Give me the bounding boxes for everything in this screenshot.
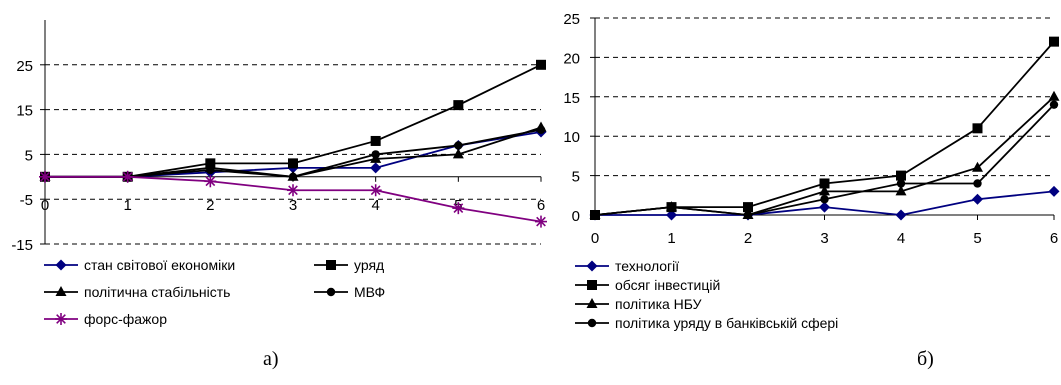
- chart-left: -15-5515250123456стан світової економіки…: [11, 20, 547, 327]
- data-point-left-4: [535, 215, 547, 228]
- legend-label-left-4: форс-фажор: [84, 311, 167, 327]
- legend-label-left-2: політична стабільність: [84, 284, 230, 300]
- x-tick-label-right: 3: [820, 230, 828, 247]
- data-point-right-3: [667, 202, 676, 212]
- y-tick-label-left: 15: [16, 103, 33, 120]
- data-point-left-4: [39, 170, 51, 183]
- chart-right: 0 5 10 15 20 25 0 1 2 3 4 5 6 технології обсяг інвести…: [563, 11, 1060, 331]
- data-point-left-4: [452, 202, 465, 215]
- legend-marker-left-2: [55, 286, 67, 296]
- data-point-left-0: [370, 162, 382, 174]
- legend-marker-right-0: [586, 260, 598, 272]
- data-point-right-2: [972, 161, 983, 172]
- y-tick-label-right: 0: [572, 208, 580, 225]
- caption-left: а): [263, 348, 279, 370]
- data-point-right-0: [895, 209, 907, 221]
- caption-right: б): [917, 348, 934, 370]
- data-point-right-2: [819, 185, 830, 196]
- y-tick-label-right: 15: [563, 90, 580, 107]
- x-tick-label-left: 2: [206, 197, 214, 214]
- data-point-left-3: [536, 125, 546, 134]
- data-point-right-1: [743, 202, 753, 213]
- data-point-left-4: [369, 184, 382, 197]
- legend-label-left-1: уряд: [354, 257, 384, 273]
- x-tick-label-left: 1: [123, 197, 131, 214]
- legend-label-right-0: технології: [615, 258, 679, 274]
- y-tick-label-right: 10: [563, 129, 580, 146]
- data-point-right-1: [896, 170, 906, 181]
- data-point-left-3: [371, 150, 380, 159]
- y-tick-label-right: 25: [563, 11, 580, 28]
- data-point-left-4: [121, 170, 134, 183]
- data-point-right-2: [1048, 90, 1060, 101]
- data-point-left-3: [454, 141, 463, 150]
- data-point-right-0: [666, 209, 677, 221]
- legend-marker-left-3: [326, 287, 336, 297]
- x-tick-label-right: 2: [744, 230, 752, 247]
- data-point-right-3: [820, 195, 829, 204]
- y-tick-label-right: 20: [563, 50, 580, 67]
- y-tick-label-left: -15: [11, 237, 33, 254]
- y-tick-label-left: 5: [25, 147, 33, 164]
- legend-label-right-1: обсяг інвестицій: [615, 277, 720, 293]
- legend-label-right-2: політика НБУ: [615, 296, 702, 312]
- x-tick-label-right: 4: [897, 230, 905, 247]
- data-point-left-3: [288, 172, 298, 181]
- x-tick-label-left: 3: [289, 197, 297, 214]
- data-point-right-0: [819, 201, 830, 213]
- data-point-right-1: [972, 123, 983, 134]
- data-point-right-1: [1049, 36, 1059, 47]
- y-tick-label-left: 25: [16, 58, 33, 75]
- legend-marker-right-2: [586, 298, 598, 308]
- data-point-left-1: [536, 59, 546, 70]
- x-tick-label-left: 6: [537, 197, 545, 214]
- legend-label-right-3: політика уряду в банківській сфері: [615, 315, 838, 331]
- data-point-left-3: [206, 165, 215, 175]
- legend-label-left-0: стан світової економіки: [84, 257, 235, 273]
- y-tick-label-left: -5: [20, 192, 33, 209]
- x-tick-label-right: 0: [591, 230, 599, 247]
- legend-marker-left-0: [55, 259, 67, 271]
- legend-marker-left-1: [326, 260, 336, 270]
- data-point-right-3: [973, 179, 982, 188]
- data-point-left-1: [288, 158, 298, 169]
- legend-label-left-3: МВФ: [354, 284, 385, 300]
- data-point-right-2: [895, 185, 907, 196]
- data-point-right-0: [1048, 185, 1060, 197]
- data-point-right-3: [896, 179, 906, 188]
- data-point-left-1: [453, 100, 464, 111]
- y-tick-label-right: 5: [572, 169, 580, 186]
- data-point-right-3: [743, 210, 753, 220]
- x-tick-label-left: 4: [371, 197, 379, 214]
- legend-marker-right-3: [587, 318, 597, 328]
- data-point-right-0: [972, 193, 983, 205]
- data-point-left-4: [287, 184, 299, 197]
- legend-marker-left-4: [55, 313, 67, 325]
- x-tick-label-right: 5: [973, 230, 981, 247]
- data-point-right-3: [590, 210, 600, 220]
- data-point-left-1: [370, 135, 381, 146]
- legend-marker-right-1: [587, 280, 597, 290]
- data-point-left-2: [452, 148, 464, 159]
- x-tick-label-right: 6: [1050, 230, 1058, 247]
- x-tick-label-right: 1: [667, 230, 675, 247]
- x-tick-label-left: 0: [41, 197, 49, 214]
- data-point-right-3: [1049, 100, 1059, 109]
- data-point-right-1: [819, 178, 830, 189]
- data-point-left-4: [204, 175, 217, 188]
